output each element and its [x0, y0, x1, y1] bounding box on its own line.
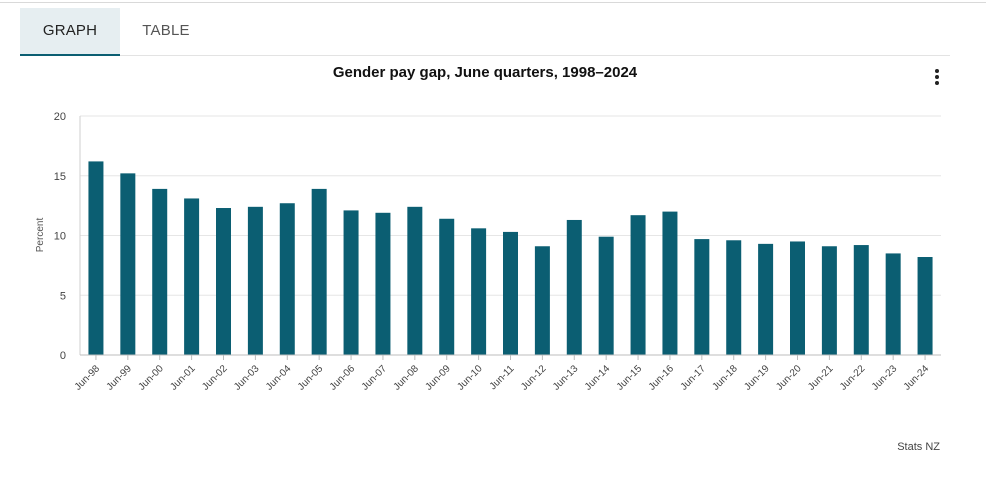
bar[interactable] [630, 215, 646, 355]
x-tick-label: Jun-00 [136, 363, 166, 393]
chart-title: Gender pay gap, June quarters, 1998–2024 [332, 64, 638, 81]
bar[interactable] [311, 188, 327, 355]
bar[interactable] [279, 203, 295, 355]
bar[interactable] [375, 212, 391, 355]
x-tick-label: Jun-01 [168, 363, 198, 393]
tab-graph[interactable]: GRAPH [20, 8, 120, 56]
bar[interactable] [503, 231, 518, 355]
bar[interactable] [247, 206, 263, 355]
x-tick-label: Jun-03 [232, 363, 262, 393]
x-tick-label: Jun-13 [551, 363, 581, 393]
x-tick-label: Jun-09 [423, 363, 453, 393]
bar[interactable] [407, 206, 423, 355]
x-tick-label: Jun-05 [296, 363, 326, 393]
x-tick-label: Jun-16 [647, 363, 677, 393]
x-tick-label: Jun-18 [710, 363, 740, 393]
y-tick-label: 10 [54, 231, 66, 243]
bar[interactable] [694, 239, 710, 355]
y-tick-label: 5 [60, 290, 66, 302]
bar[interactable] [917, 257, 933, 355]
axes [79, 116, 941, 360]
x-tick-label: Jun-07 [360, 363, 390, 393]
x-tick-label: Jun-23 [870, 363, 900, 393]
x-tick-label: Jun-24 [902, 363, 932, 393]
view-tabs: GRAPH TABLE [20, 8, 950, 56]
bar[interactable] [534, 246, 550, 355]
top-divider [0, 2, 986, 3]
y-tick-labels: 0 5 10 15 20 [54, 111, 66, 362]
x-tick-label: Jun-02 [200, 363, 230, 393]
bar[interactable] [120, 173, 136, 355]
bar[interactable] [726, 240, 742, 355]
y-tick-label: 15 [54, 171, 66, 183]
x-tick-label: Jun-21 [806, 363, 836, 393]
x-tick-label: Jun-17 [679, 363, 709, 393]
bar[interactable] [184, 198, 200, 355]
x-tick-label: Jun-08 [392, 363, 422, 393]
x-tick-label: Jun-14 [583, 363, 613, 393]
y-axis-label: Percent [35, 218, 46, 253]
x-tick-label: Jun-22 [838, 363, 868, 393]
y-tick-label: 0 [60, 350, 66, 362]
x-tick-label: Jun-10 [455, 363, 485, 393]
bar[interactable] [566, 219, 582, 355]
bar[interactable] [790, 241, 805, 355]
bar[interactable] [853, 245, 869, 355]
bar[interactable] [216, 208, 231, 355]
y-tick-label: 20 [54, 111, 66, 123]
bar[interactable] [598, 236, 614, 355]
x-tick-labels: Jun-98 Jun-99 Jun-00 Jun-01 Jun-02 Jun-03 Jun-… [73, 363, 932, 393]
bar[interactable] [821, 246, 837, 355]
bars [88, 161, 933, 355]
tab-table[interactable]: TABLE [142, 22, 190, 39]
x-tick-label: Jun-04 [264, 363, 294, 393]
x-tick-label: Jun-99 [105, 363, 135, 393]
bar[interactable] [88, 161, 104, 355]
bar[interactable] [885, 253, 901, 355]
bar[interactable] [152, 188, 168, 355]
x-tick-label: Jun-19 [742, 363, 772, 393]
chart-menu-button[interactable] [928, 66, 946, 90]
source-credit: Stats NZ [897, 441, 940, 453]
bar[interactable] [471, 228, 487, 355]
x-tick-label: Jun-12 [519, 363, 549, 393]
x-tick-label: Jun-06 [328, 363, 358, 393]
bar[interactable] [758, 243, 774, 355]
x-tick-label: Jun-11 [488, 363, 517, 392]
bar[interactable] [439, 218, 455, 355]
x-tick-label: Jun-98 [73, 363, 103, 393]
bar[interactable] [343, 210, 359, 355]
x-tick-label: Jun-20 [774, 363, 804, 393]
x-tick-label: Jun-15 [615, 363, 645, 393]
bar[interactable] [662, 211, 678, 355]
